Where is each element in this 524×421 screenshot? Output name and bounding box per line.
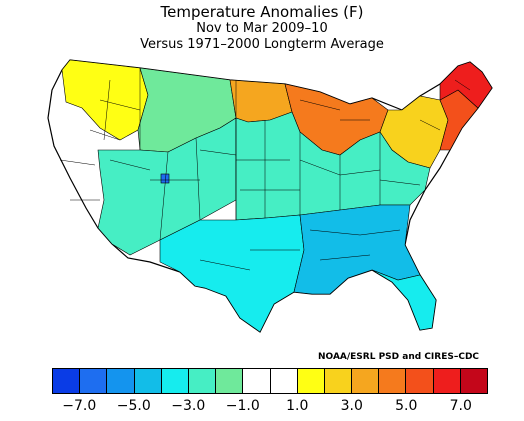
legend-swatch bbox=[297, 369, 325, 393]
legend-tick-label: 5.0 bbox=[395, 398, 418, 414]
legend-swatch bbox=[270, 369, 298, 393]
florida-region bbox=[371, 269, 437, 331]
legend-swatch bbox=[406, 369, 434, 393]
texas-region bbox=[159, 214, 305, 333]
legend-swatch bbox=[161, 369, 189, 393]
legend-tick-label: 7.0 bbox=[449, 398, 472, 414]
legend-tick-label: 1.0 bbox=[286, 398, 309, 414]
legend-swatch bbox=[107, 369, 135, 393]
maine-region bbox=[439, 61, 493, 109]
legend-tick-label: −1.0 bbox=[225, 398, 260, 414]
legend-swatch bbox=[352, 369, 380, 393]
data-credit: NOAA/ESRL PSD and CIRES–CDC bbox=[318, 352, 480, 362]
legend-swatch bbox=[243, 369, 271, 393]
legend-swatch bbox=[216, 369, 244, 393]
map-baseline: Versus 1971–2000 Longterm Average bbox=[140, 37, 384, 52]
color-legend-ticks: −7.0 −5.0 −3.0 −1.0 1.0 3.0 5.0 7.0 bbox=[0, 398, 524, 418]
legend-tick-label: −5.0 bbox=[116, 398, 151, 414]
map-subtitle: Nov to Mar 2009–10 bbox=[196, 21, 328, 36]
map-title: Temperature Anomalies (F) bbox=[160, 3, 364, 21]
legend-swatch bbox=[433, 369, 461, 393]
legend-swatch bbox=[134, 369, 162, 393]
legend-swatch bbox=[53, 369, 81, 393]
legend-tick-label: −7.0 bbox=[62, 398, 97, 414]
legend-tick-label: 3.0 bbox=[340, 398, 363, 414]
legend-tick-label: −3.0 bbox=[171, 398, 206, 414]
division-lines bbox=[59, 68, 471, 271]
legend-swatch bbox=[460, 369, 487, 393]
color-legend-bar bbox=[52, 368, 488, 394]
legend-swatch bbox=[80, 369, 108, 393]
utah-cold-spot bbox=[160, 173, 170, 184]
legend-swatch bbox=[379, 369, 407, 393]
pacific-northwest-region bbox=[61, 59, 149, 141]
legend-swatch bbox=[188, 369, 217, 393]
legend-swatch bbox=[324, 369, 353, 393]
